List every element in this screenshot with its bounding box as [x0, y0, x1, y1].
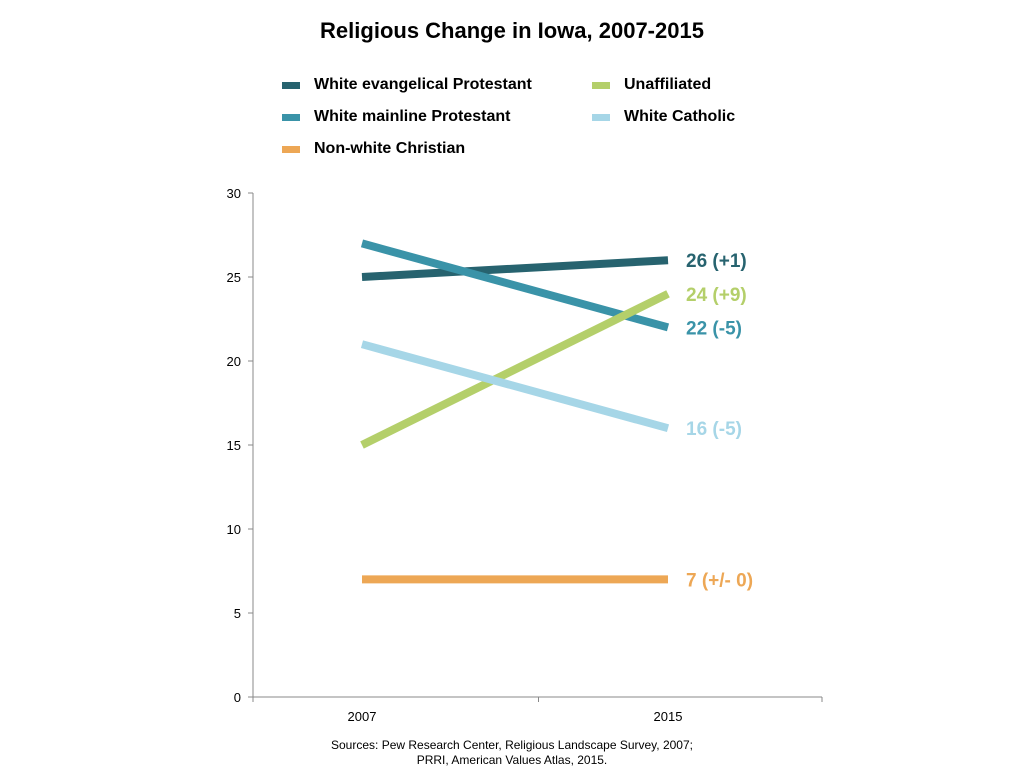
y-tick-label: 25	[227, 270, 241, 285]
legend-item-white-evangelical-protestant: White evangelical Protestant	[282, 73, 532, 97]
legend-item-white-mainline-protestant: White mainline Protestant	[282, 105, 510, 129]
legend-label-white-mainline-protestant: White mainline Protestant	[314, 108, 511, 125]
sources-line-2: PRRI, American Values Atlas, 2015.	[416, 753, 608, 767]
legend-item-white-catholic: White Catholic	[592, 105, 735, 129]
legend-swatch-white-evangelical-protestant	[282, 81, 300, 89]
y-tick-label: 0	[234, 690, 241, 705]
series-line-unaffiliated	[360, 290, 670, 449]
data-label-non-white-christian: 7 (+/- 0)	[686, 570, 753, 591]
legend-label-white-catholic: White Catholic	[624, 108, 736, 125]
legend-label-non-white-christian: Non-white Christian	[314, 140, 466, 157]
sources-note: Sources: Pew Research Center, Religious …	[0, 738, 1024, 768]
y-tick-label: 20	[227, 354, 241, 369]
data-label-unaffiliated: 24 (+9)	[686, 285, 747, 306]
legend-item-non-white-christian: Non-white Christian	[282, 137, 465, 161]
y-tick-label: 30	[227, 186, 241, 201]
legend-swatch-non-white-christian	[282, 145, 300, 153]
sources-line-1: Sources: Pew Research Center, Religious …	[331, 738, 693, 752]
legend-swatch-unaffiliated	[592, 81, 610, 89]
data-label-white-catholic: 16 (-5)	[686, 419, 742, 440]
data-label-white-evangelical-protestant: 26 (+1)	[686, 251, 747, 272]
data-label-white-mainline-protestant: 22 (-5)	[686, 318, 742, 339]
legend-item-unaffiliated: Unaffiliated	[592, 73, 711, 97]
y-tick-label: 10	[227, 522, 241, 537]
chart-title: Religious Change in Iowa, 2007-2015	[320, 18, 704, 43]
legend-swatch-white-mainline-protestant	[282, 113, 300, 121]
legend-label-unaffiliated: Unaffiliated	[624, 76, 712, 93]
end-labels: 26 (+1) 22 (-5) 7 (+/- 0) 24 (+9) 16 (-5)	[686, 251, 753, 591]
x-tick-label: 2007	[348, 709, 377, 724]
series-line-white-mainline-protestant	[360, 239, 670, 332]
series-lines	[360, 239, 670, 584]
series-line-white-evangelical-protestant	[361, 256, 669, 281]
legend-swatch-white-catholic	[592, 113, 610, 121]
legend-label-white-evangelical-protestant: White evangelical Protestant	[314, 76, 532, 93]
y-tick-label: 5	[234, 606, 241, 621]
x-tick-label: 2015	[654, 709, 683, 724]
y-tick-label: 15	[227, 438, 241, 453]
series-line-white-catholic	[360, 340, 670, 433]
chart-axes: 0 5 10 15 20 25 30 2007 2015	[227, 186, 823, 724]
